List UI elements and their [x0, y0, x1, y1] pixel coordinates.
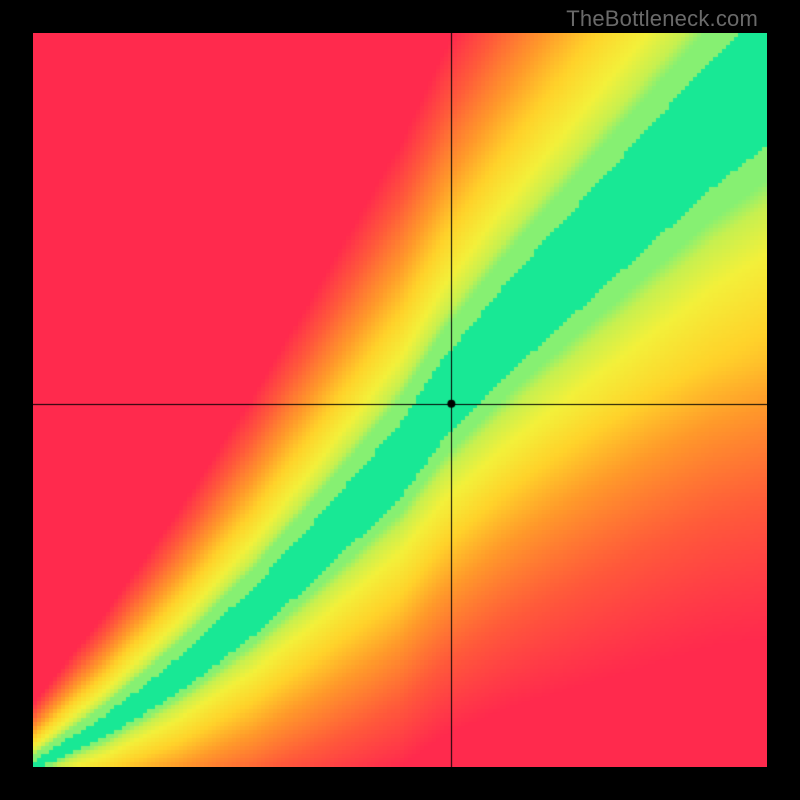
- watermark-label: TheBottleneck.com: [566, 6, 758, 32]
- heatmap-plot: [33, 33, 767, 767]
- heatmap-canvas: [33, 33, 767, 767]
- page-root: TheBottleneck.com: [0, 0, 800, 800]
